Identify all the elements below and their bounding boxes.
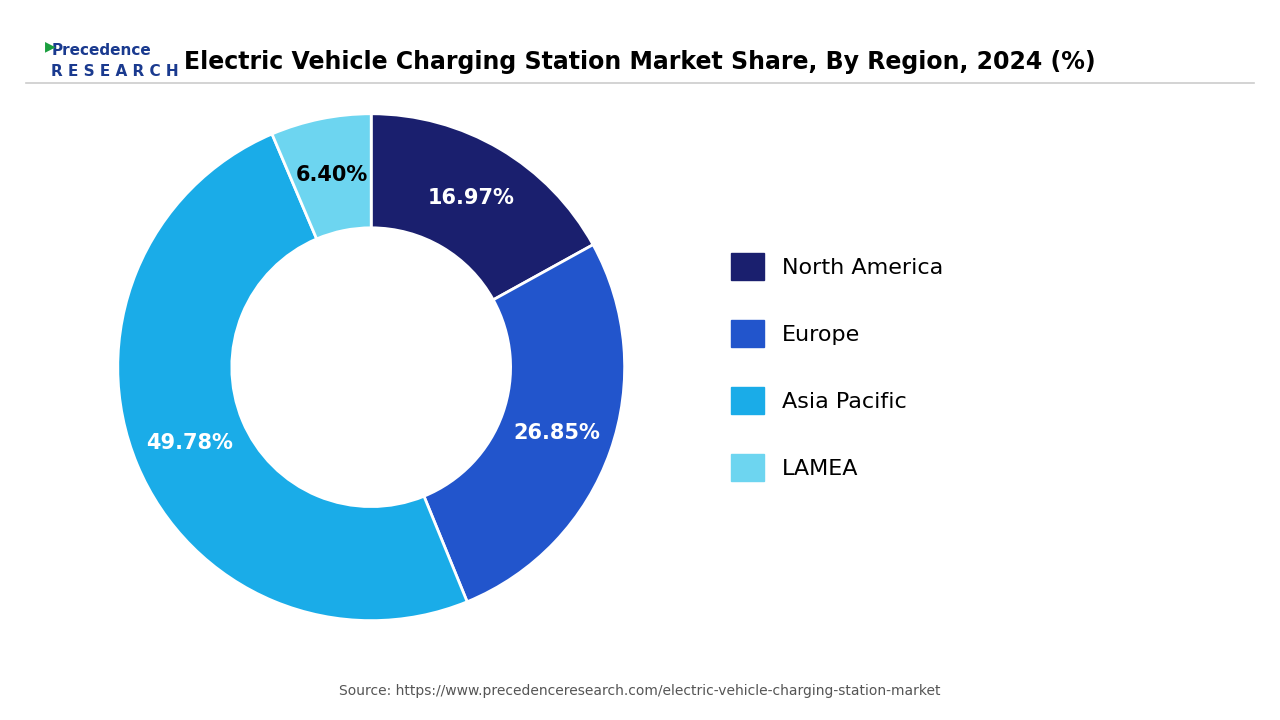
Legend: North America, Europe, Asia Pacific, LAMEA: North America, Europe, Asia Pacific, LAM… [731,253,943,482]
Wedge shape [273,114,371,239]
Text: Source: https://www.precedenceresearch.com/electric-vehicle-charging-station-mar: Source: https://www.precedenceresearch.c… [339,685,941,698]
Text: Precedence
R E S E A R C H: Precedence R E S E A R C H [51,43,179,79]
Text: Electric Vehicle Charging Station Market Share, By Region, 2024 (%): Electric Vehicle Charging Station Market… [184,50,1096,74]
Wedge shape [118,134,467,621]
Text: 6.40%: 6.40% [296,165,369,185]
Text: 16.97%: 16.97% [428,188,515,208]
Text: 26.85%: 26.85% [513,423,600,443]
Wedge shape [371,114,593,300]
Wedge shape [424,245,625,602]
Text: ▶: ▶ [45,40,55,53]
Text: 49.78%: 49.78% [146,433,233,453]
